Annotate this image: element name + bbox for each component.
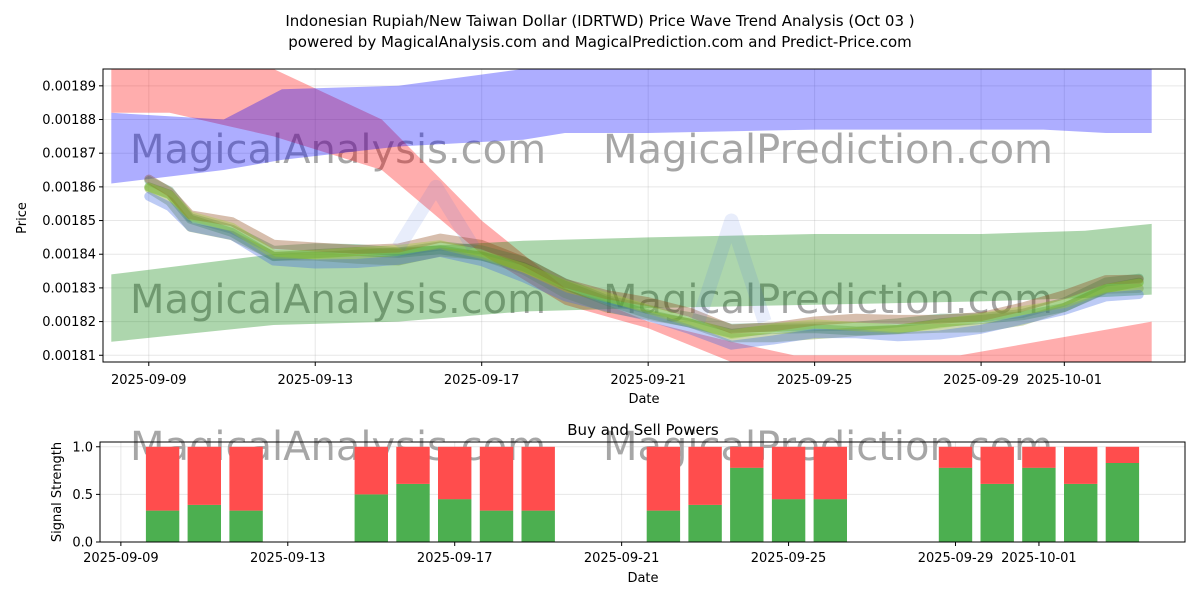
signal-chart-title: Buy and Sell Powers bbox=[567, 421, 719, 439]
price-x-tick-label: 2025-10-01 bbox=[1027, 373, 1103, 388]
green-trend-band bbox=[111, 223, 1152, 342]
price-plot-frame bbox=[102, 68, 1186, 363]
price-wave-line bbox=[144, 182, 1144, 338]
buy-power-bar bbox=[771, 499, 806, 542]
signal-x-tick-label: 2025-10-01 bbox=[1001, 551, 1077, 566]
price-y-axis-label: Price bbox=[15, 202, 30, 234]
signal-x-tick-label: 2025-09-25 bbox=[751, 551, 827, 566]
sell-power-bar bbox=[396, 446, 430, 484]
signal-y-tick-label: 0.5 bbox=[72, 488, 93, 503]
price-y-tick-label: 0.00183 bbox=[42, 281, 96, 296]
price-wave-line bbox=[144, 174, 1144, 334]
buy-power-bar bbox=[438, 499, 472, 542]
buy-power-bar bbox=[521, 510, 555, 542]
watermark-prediction-top: MagicalPrediction.com bbox=[603, 127, 1053, 173]
buy-power-bar bbox=[187, 504, 221, 542]
signal-y-axis: 0.0 0.5 1.0 bbox=[72, 440, 100, 551]
price-y-tick-label: 0.00188 bbox=[42, 113, 96, 128]
sell-power-bar bbox=[521, 446, 555, 511]
buy-power-bar bbox=[479, 510, 514, 542]
sell-power-bar bbox=[938, 446, 973, 468]
buy-power-bar bbox=[646, 510, 681, 542]
chart-subtitle: powered by MagicalAnalysis.com and Magic… bbox=[288, 33, 912, 51]
chart-title: Indonesian Rupiah/New Taiwan Dollar (IDR… bbox=[285, 12, 914, 30]
trend-bands bbox=[111, 69, 1152, 362]
price-x-tick-label: 2025-09-21 bbox=[610, 373, 686, 388]
watermark-prediction-mid: MagicalPrediction.com bbox=[603, 277, 1053, 323]
buy-power-bar bbox=[1105, 463, 1140, 542]
sell-power-bar bbox=[813, 446, 847, 500]
sell-power-bar bbox=[980, 446, 1014, 484]
wave-lines bbox=[144, 174, 1144, 350]
red-trend-band bbox=[111, 69, 1152, 362]
buy-power-bar bbox=[688, 504, 722, 542]
sell-power-bar bbox=[1105, 446, 1140, 463]
sell-power-bar bbox=[730, 446, 764, 468]
sell-power-bar bbox=[187, 446, 221, 505]
price-grid bbox=[103, 69, 1185, 362]
buy-power-bar bbox=[938, 467, 973, 542]
price-x-tick-label: 2025-09-25 bbox=[777, 373, 853, 388]
price-wave-spike bbox=[691, 213, 772, 324]
signal-x-axis-label: Date bbox=[627, 571, 658, 586]
price-x-axis: 2025-09-09 2025-09-13 2025-09-17 2025-09-21… bbox=[111, 362, 1102, 388]
sell-power-bar bbox=[145, 446, 180, 511]
blue-trend-band bbox=[111, 69, 1152, 184]
price-wave-line bbox=[144, 184, 1144, 343]
price-chart: 0.00181 0.00182 0.00183 0.00184 0.00185 0.001… bbox=[15, 68, 1186, 407]
price-y-tick-label: 0.00182 bbox=[42, 315, 96, 330]
price-y-tick-label: 0.00181 bbox=[42, 349, 96, 364]
buy-power-bar bbox=[730, 467, 764, 542]
price-x-tick-label: 2025-09-17 bbox=[444, 373, 520, 388]
buy-power-bar bbox=[354, 494, 388, 542]
signal-bars bbox=[145, 446, 1140, 542]
sell-power-bar bbox=[1022, 446, 1056, 468]
price-x-tick-label: 2025-09-09 bbox=[111, 373, 187, 388]
signal-x-tick-label: 2025-09-13 bbox=[250, 551, 326, 566]
price-y-axis: 0.00181 0.00182 0.00183 0.00184 0.00185 0.001… bbox=[42, 79, 103, 364]
sell-power-bar bbox=[479, 446, 514, 511]
signal-plot-frame bbox=[99, 441, 1186, 543]
sell-power-bar bbox=[1064, 446, 1098, 484]
buy-power-bar bbox=[145, 510, 180, 542]
price-wave-line bbox=[144, 182, 1144, 340]
price-y-tick-label: 0.00185 bbox=[42, 214, 96, 229]
signal-y-axis-label: Signal Strength bbox=[50, 442, 65, 542]
signal-x-tick-label: 2025-09-09 bbox=[83, 551, 159, 566]
price-x-tick-label: 2025-09-29 bbox=[943, 373, 1019, 388]
price-x-axis-label: Date bbox=[628, 392, 659, 407]
sell-power-bar bbox=[354, 446, 388, 495]
sell-power-bar bbox=[438, 446, 472, 500]
buy-power-bar bbox=[813, 499, 847, 542]
signal-x-tick-label: 2025-09-21 bbox=[584, 551, 660, 566]
price-wave-spike bbox=[392, 179, 480, 252]
sell-power-bar bbox=[688, 446, 722, 505]
signal-chart: Buy and Sell Powers 0.0 0.5 1.0 2025-09-09… bbox=[50, 421, 1186, 586]
price-y-tick-label: 0.00189 bbox=[42, 79, 96, 94]
price-y-tick-label: 0.00184 bbox=[42, 248, 96, 263]
sell-power-bar bbox=[229, 446, 263, 511]
buy-power-bar bbox=[1064, 483, 1098, 542]
buy-power-bar bbox=[1022, 467, 1056, 542]
signal-y-tick-label: 0.0 bbox=[72, 536, 93, 551]
sell-power-bar bbox=[646, 446, 681, 511]
signal-x-tick-label: 2025-09-29 bbox=[918, 551, 994, 566]
buy-power-bar bbox=[229, 510, 263, 542]
price-y-tick-label: 0.00186 bbox=[42, 180, 96, 195]
buy-power-bar bbox=[396, 483, 430, 542]
signal-y-tick-label: 1.0 bbox=[72, 440, 93, 455]
signal-x-axis: 2025-09-09 2025-09-13 2025-09-17 2025-09-21… bbox=[83, 542, 1077, 566]
signal-x-tick-label: 2025-09-17 bbox=[417, 551, 493, 566]
price-x-tick-label: 2025-09-13 bbox=[277, 373, 353, 388]
watermark-analysis-top: MagicalAnalysis.com bbox=[130, 127, 546, 173]
buy-power-bar bbox=[980, 483, 1014, 542]
price-wave-line bbox=[144, 191, 1144, 350]
watermark-analysis-mid: MagicalAnalysis.com bbox=[130, 277, 546, 323]
price-wave-line bbox=[144, 176, 1144, 333]
sell-power-bar bbox=[771, 446, 806, 500]
price-y-tick-label: 0.00187 bbox=[42, 147, 96, 162]
